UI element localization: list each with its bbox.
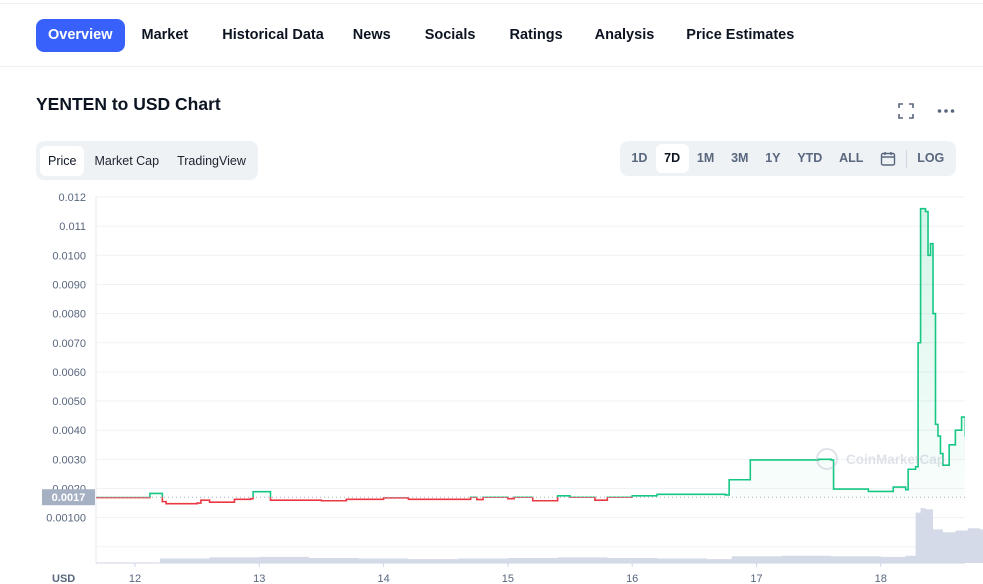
y-tick-label: 0.0070 (52, 338, 86, 350)
top-divider (0, 3, 983, 4)
tab-price[interactable]: Price (40, 145, 85, 176)
range-7d[interactable]: 7D (655, 144, 689, 173)
y-tick-label: 0.0040 (52, 425, 86, 437)
x-tick-label: 12 (129, 573, 141, 584)
range-1y[interactable]: 1Y (765, 151, 781, 165)
range-divider (905, 149, 907, 168)
tab-ratings[interactable]: Ratings (509, 27, 563, 43)
watermark-logo (816, 448, 838, 470)
x-tick-label: 13 (253, 573, 265, 584)
range-1m[interactable]: 1M (696, 151, 715, 165)
tab-analysis[interactable]: Analysis (594, 27, 655, 43)
tab-overview[interactable]: Overview (36, 19, 125, 52)
x-tick-label: 14 (377, 573, 389, 584)
y-tick-label: 0.0080 (52, 309, 86, 321)
volume-area (159, 508, 983, 563)
chart-overlay: 0.0017 CoinMarketCap (42, 448, 965, 506)
watermark: CoinMarketCap (816, 448, 945, 470)
log-toggle[interactable]: LOG (917, 151, 945, 165)
tab-price-estimates[interactable]: Price Estimates (686, 27, 795, 43)
range-ytd[interactable]: YTD (797, 151, 823, 165)
current-price-badge (42, 489, 95, 506)
y-tick-label: 0.0050 (52, 396, 86, 408)
y-tick-label: 0.00100 (46, 513, 86, 525)
y-tick-label: 0.012 (58, 192, 86, 204)
fullscreen-icon[interactable] (894, 99, 918, 123)
watermark-text: CoinMarketCap (846, 452, 945, 467)
chart-grid (95, 196, 965, 564)
y-tick-label: 0.0060 (52, 367, 86, 379)
main-nav: Overview Market Historical Data News Soc… (36, 19, 811, 52)
x-tick-label: 16 (626, 573, 638, 584)
y-tick-label: 0.0100 (52, 250, 86, 262)
x-tick-label: 18 (875, 573, 887, 584)
tab-market[interactable]: Market (141, 27, 189, 43)
range-3m[interactable]: 3M (731, 151, 749, 165)
tab-historical-data[interactable]: Historical Data (222, 27, 324, 43)
tab-market-cap[interactable]: Market Cap (94, 153, 160, 168)
x-tick-label: 17 (750, 573, 762, 584)
y-axis: 0.012 0.011 0.0100 0.0090 0.0080 0.0070 0.0060… (46, 192, 86, 584)
price-line-up (96, 207, 965, 498)
y-tick-label: 0.0030 (52, 454, 86, 466)
calendar-icon[interactable] (872, 144, 904, 173)
y-tick-label: 0.011 (59, 221, 86, 233)
tab-news[interactable]: News (352, 27, 391, 43)
current-price-label: 0.0017 (52, 492, 86, 504)
price-lines (96, 207, 965, 505)
price-chart[interactable]: 0.012 0.011 0.0100 0.0090 0.0080 0.0070 0.0060… (0, 185, 983, 584)
nav-divider (0, 66, 983, 67)
x-tick-label: 15 (502, 573, 514, 584)
volume-bars (159, 508, 983, 563)
chart-title: YENTEN to USD Chart (36, 94, 221, 114)
tab-tradingview[interactable]: TradingView (177, 153, 246, 168)
range-all[interactable]: ALL (839, 151, 864, 165)
tab-socials[interactable]: Socials (424, 27, 476, 43)
y-unit-label: USD (52, 573, 75, 584)
more-icon[interactable] (934, 99, 958, 123)
range-tabs: 1D 7D 1M 3M 1Y YTD ALL LOG (620, 141, 956, 176)
chart-type-tabs: Price Market Cap TradingView (36, 141, 258, 180)
range-1d[interactable]: 1D (631, 151, 648, 165)
x-axis: 12 13 14 15 16 17 18 (129, 563, 887, 584)
y-tick-label: 0.0090 (52, 279, 86, 291)
